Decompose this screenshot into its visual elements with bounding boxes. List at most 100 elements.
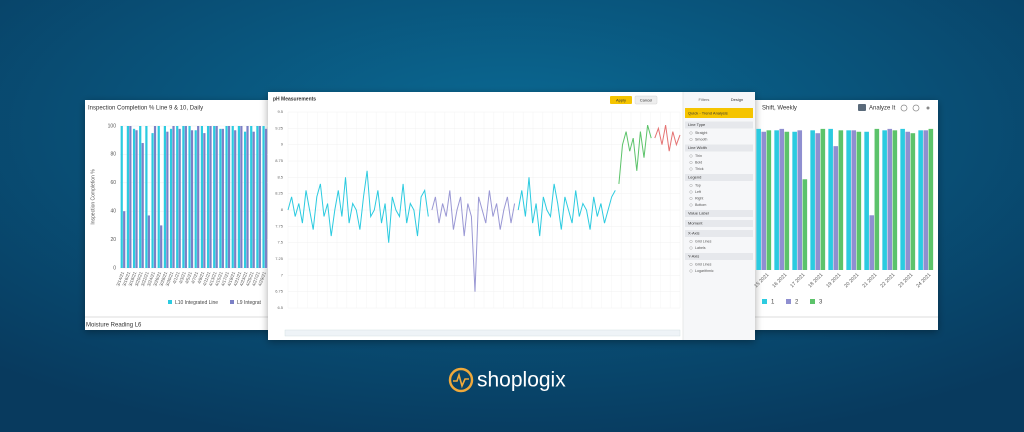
analyze-button[interactable]: Analyze It <box>869 106 896 112</box>
bar <box>172 126 175 268</box>
line-series <box>287 170 429 243</box>
tab-filters[interactable]: Filters <box>699 97 710 102</box>
bar <box>856 131 862 270</box>
option-radio[interactable] <box>689 246 693 250</box>
section-title: Value Label <box>688 211 709 216</box>
option-label[interactable]: Smooth <box>695 137 707 141</box>
legend-label: 1 <box>771 300 775 306</box>
option-radio[interactable] <box>689 167 693 171</box>
option-radio[interactable] <box>689 269 693 273</box>
y-tick-label: 7.75 <box>275 223 284 228</box>
edit-icon[interactable] <box>912 104 920 112</box>
option-radio[interactable] <box>689 196 693 200</box>
bar <box>166 131 169 268</box>
x-tick-label: 3/16/21 <box>121 271 131 287</box>
cancel-label[interactable]: Cancel <box>640 98 653 103</box>
menu-icon[interactable] <box>926 106 930 110</box>
range-slider[interactable] <box>284 329 681 337</box>
bar <box>215 126 218 268</box>
bar <box>178 128 181 268</box>
option-label[interactable]: Left <box>695 190 701 194</box>
bar <box>928 128 934 270</box>
option-label[interactable]: Straight <box>695 131 707 135</box>
center-panel <box>268 92 755 340</box>
option-label[interactable]: Labels <box>695 246 706 250</box>
option-label[interactable]: Right <box>695 196 703 200</box>
bar <box>874 128 880 270</box>
bar <box>833 146 839 270</box>
apply-button[interactable] <box>610 96 632 104</box>
bar <box>234 130 237 268</box>
x-tick-label: 4/25/21 <box>245 271 255 287</box>
legend-swatch <box>230 300 234 304</box>
section-title: Moment <box>688 221 703 226</box>
section-title: Legend <box>688 175 701 180</box>
line-series <box>517 177 616 237</box>
bar <box>123 211 126 268</box>
section-header <box>685 174 753 181</box>
option-radio[interactable] <box>689 190 693 194</box>
bar <box>176 126 179 268</box>
option-label[interactable]: Grid Lines <box>695 262 712 266</box>
bar <box>190 130 194 268</box>
bar <box>141 143 144 268</box>
line-series <box>618 124 652 184</box>
bar <box>151 133 154 268</box>
bar <box>792 131 797 270</box>
option-label[interactable]: Top <box>695 183 701 187</box>
option-radio[interactable] <box>689 131 693 135</box>
bar <box>256 126 259 268</box>
bar <box>784 131 790 270</box>
bar <box>262 126 265 268</box>
preset-label[interactable]: Quick - Trend Analysis <box>688 111 728 116</box>
bar <box>756 128 761 270</box>
tab-design[interactable]: Design <box>731 97 743 102</box>
cancel-button[interactable] <box>634 95 658 105</box>
x-tick-label: 4/7/21 <box>190 271 199 285</box>
option-radio[interactable] <box>689 154 693 158</box>
line-series <box>654 125 681 152</box>
analyze-icon[interactable] <box>858 104 866 111</box>
info-icon[interactable] <box>900 104 908 112</box>
section-header <box>685 220 753 227</box>
option-label[interactable]: Bold <box>695 160 702 164</box>
y-tick-label: 60 <box>110 180 116 186</box>
x-tick-label: 4/21/21 <box>232 271 242 287</box>
option-radio[interactable] <box>689 183 693 187</box>
legend-label: 3 <box>819 300 823 306</box>
option-label[interactable]: Bottom <box>695 203 706 207</box>
y-tick-label: 6.75 <box>275 289 284 294</box>
option-label[interactable]: Grid Lines <box>695 239 712 243</box>
option-label[interactable]: Thin <box>695 154 702 158</box>
option-label[interactable]: Logarithmic <box>695 269 714 273</box>
section-header <box>685 230 753 237</box>
bar <box>197 126 200 268</box>
option-radio[interactable] <box>689 203 693 207</box>
bar <box>231 126 234 268</box>
option-radio[interactable] <box>689 137 693 141</box>
legend-swatch <box>762 299 767 304</box>
legend-swatch <box>810 299 815 304</box>
bar <box>815 133 821 270</box>
option-radio[interactable] <box>689 239 693 243</box>
apply-label[interactable]: Apply <box>616 98 626 103</box>
bar <box>892 130 898 270</box>
x-tick-label: 4/13/21 <box>208 271 218 287</box>
option-label[interactable]: Thick <box>695 167 704 171</box>
y-tick-label: 80 <box>110 152 116 158</box>
option-radio[interactable] <box>689 160 693 164</box>
section-header <box>685 121 753 129</box>
bar <box>766 130 772 270</box>
bar <box>828 128 833 270</box>
left-y-label: Inspection Completion % <box>90 169 96 225</box>
preset-bar[interactable] <box>685 108 753 118</box>
x-tick-label: 4/27/21 <box>251 271 261 287</box>
option-radio[interactable] <box>689 263 693 267</box>
x-tick-label: 4/19/21 <box>226 271 236 287</box>
bar <box>774 130 779 270</box>
y-tick-label: 8.25 <box>275 191 284 196</box>
bar <box>810 130 815 270</box>
bar <box>221 128 224 268</box>
bar <box>139 126 142 268</box>
